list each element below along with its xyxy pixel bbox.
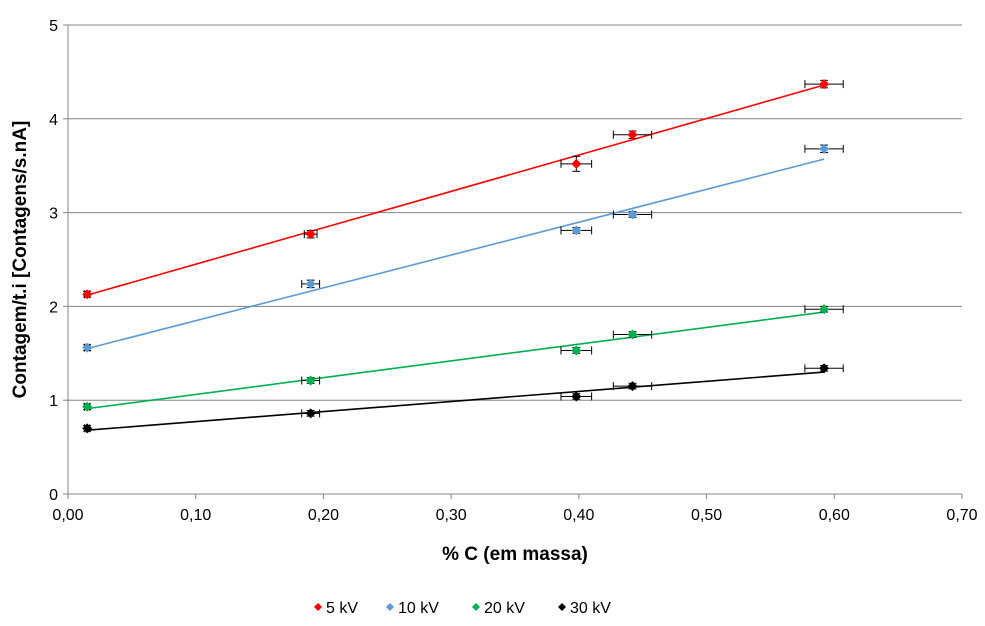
trendline-5-kv: [86, 84, 825, 296]
legend-marker: [314, 603, 322, 611]
data-point-10-kv: [571, 225, 582, 236]
data-point-20-kv: [305, 375, 316, 386]
legend-marker: [386, 603, 394, 611]
data-point-30-kv: [305, 408, 316, 419]
legend-label: 10 kV: [398, 600, 439, 617]
axes: [63, 24, 963, 499]
legend-label: 5 kV: [326, 600, 358, 617]
trendline-20-kv: [87, 311, 825, 410]
legend-label: 20 kV: [484, 600, 525, 617]
data-points: [82, 79, 830, 434]
x-tick-label: 0,60: [819, 507, 850, 524]
data-point-5-kv: [627, 129, 638, 140]
y-tick-label: 0: [49, 487, 58, 504]
gridlines: [68, 24, 962, 401]
y-tick-label: 3: [49, 206, 58, 223]
legend: 5 kV 10 kV 20 kV 30 kV: [314, 600, 611, 617]
legend-marker: [472, 603, 480, 611]
data-point-10-kv: [305, 278, 316, 289]
data-point-10-kv: [627, 209, 638, 220]
y-tick-label: 4: [49, 112, 58, 129]
trendline-10-kv: [86, 158, 825, 350]
x-tick-label: 0,30: [436, 507, 467, 524]
data-point-5-kv: [82, 289, 93, 300]
legend-marker: [558, 603, 566, 611]
legend-item-5-kv: 5 kV: [314, 600, 358, 617]
x-tick-label: 0,20: [308, 507, 339, 524]
y-tick-label: 1: [49, 393, 58, 410]
y-axis-title: Contagem/t.i [Contagens/s.nA]: [10, 121, 31, 399]
x-axis-title: % C (em massa): [442, 544, 588, 565]
data-point-20-kv: [82, 401, 93, 412]
trendline-30-kv: [87, 371, 825, 432]
legend-item-30-kv: 30 kV: [558, 600, 611, 617]
x-tick-label: 0,10: [180, 507, 211, 524]
legend-label: 30 kV: [570, 600, 611, 617]
x-tick-label: 0,00: [52, 507, 83, 524]
data-point-10-kv: [82, 342, 93, 353]
x-tick-label: 0,40: [563, 507, 594, 524]
data-point-10-kv: [819, 143, 830, 154]
data-point-5-kv: [571, 158, 582, 169]
y-tick-label: 2: [49, 299, 58, 316]
data-point-30-kv: [571, 391, 582, 402]
x-tick-label: 0,50: [691, 507, 722, 524]
data-point-20-kv: [571, 345, 582, 356]
x-tick-label: 0,70: [946, 507, 977, 524]
y-tick-labels: 0 1 2 3 4 5: [49, 18, 58, 504]
data-point-30-kv: [627, 381, 638, 392]
legend-item-20-kv: 20 kV: [472, 600, 525, 617]
trend-lines: [86, 84, 825, 432]
data-point-5-kv: [819, 79, 830, 90]
legend-item-10-kv: 10 kV: [386, 600, 439, 617]
y-tick-label: 5: [49, 18, 58, 35]
data-point-5-kv: [305, 229, 316, 240]
x-tick-labels: 0,00 0,10 0,20 0,30 0,40 0,50 0,60 0,70: [52, 507, 977, 524]
data-point-20-kv: [627, 329, 638, 340]
data-point-20-kv: [819, 304, 830, 315]
data-point-30-kv: [82, 423, 93, 434]
data-point-30-kv: [819, 363, 830, 374]
